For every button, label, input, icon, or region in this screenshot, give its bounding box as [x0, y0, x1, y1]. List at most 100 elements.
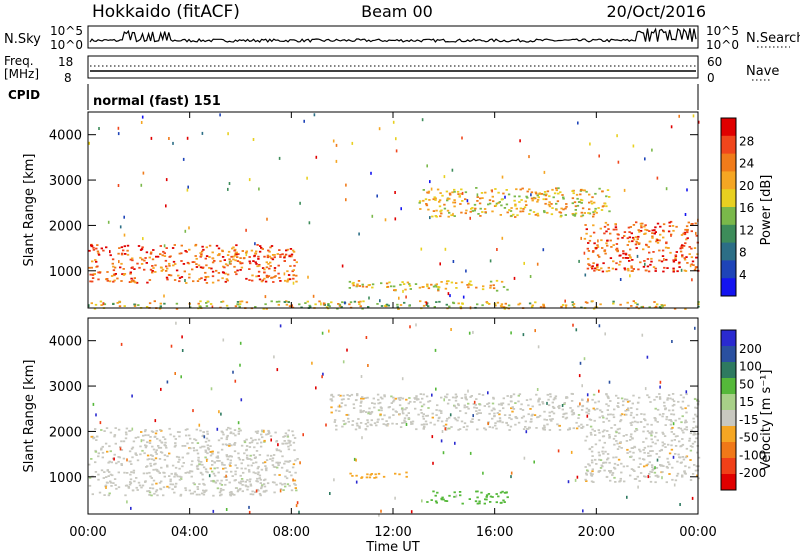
data-cell — [479, 412, 482, 414]
colorbar-swatch — [721, 394, 736, 411]
data-cell — [589, 425, 593, 428]
data-cell — [654, 435, 657, 438]
data-cell — [211, 281, 215, 284]
data-cell — [494, 422, 497, 424]
data-cell — [661, 476, 663, 480]
data-cell — [577, 414, 581, 416]
data-cell — [646, 423, 649, 426]
data-cell — [693, 247, 697, 249]
nsky-label: N.Sky — [4, 32, 41, 47]
data-cell — [692, 417, 695, 420]
x-tick-label: 00:00 — [69, 525, 106, 540]
data-cell — [647, 475, 650, 479]
data-cell — [622, 465, 626, 468]
data-cell — [125, 427, 129, 430]
data-cell — [453, 491, 456, 494]
data-cell — [182, 263, 186, 265]
data-cell — [591, 470, 594, 473]
data-cell — [600, 411, 604, 413]
data-cell — [454, 396, 457, 399]
data-cell — [538, 192, 542, 195]
data-cell — [636, 421, 639, 424]
data-cell — [448, 416, 451, 419]
data-cell — [411, 422, 414, 425]
data-cell — [150, 454, 153, 456]
data-cell — [238, 458, 242, 461]
data-cell — [626, 400, 630, 403]
data-cell — [606, 223, 610, 226]
data-cell — [415, 323, 417, 327]
data-cell — [629, 474, 632, 477]
data-cell — [455, 395, 458, 398]
data-cell — [166, 485, 169, 488]
data-cell — [661, 255, 665, 257]
data-cell — [208, 267, 211, 269]
data-cell — [609, 470, 613, 472]
data-cell — [533, 460, 535, 464]
data-cell — [222, 338, 225, 342]
data-cell — [608, 196, 611, 198]
data-cell — [647, 270, 651, 273]
data-cell — [168, 256, 171, 258]
data-cell — [694, 222, 697, 225]
data-cell — [650, 434, 653, 437]
data-cell — [590, 450, 594, 453]
data-cell — [589, 142, 591, 146]
data-cell — [454, 399, 458, 402]
data-cell — [174, 486, 177, 488]
data-cell — [144, 257, 147, 259]
data-cell — [168, 452, 171, 455]
data-cell — [514, 402, 517, 404]
data-cell — [600, 239, 603, 242]
data-cell — [543, 211, 546, 214]
data-cell — [587, 250, 591, 252]
data-cell — [673, 483, 676, 487]
data-cell — [498, 201, 501, 203]
data-cell — [590, 474, 594, 477]
data-cell — [582, 509, 584, 513]
data-cell — [500, 198, 504, 201]
data-cell — [632, 224, 636, 226]
data-cell — [113, 434, 117, 436]
data-cell — [623, 267, 626, 270]
data-cell — [260, 468, 264, 471]
data-cell — [146, 454, 150, 457]
data-cell — [659, 225, 662, 228]
data-cell — [220, 484, 224, 486]
data-cell — [543, 210, 546, 212]
data-cell — [213, 260, 216, 262]
data-cell — [348, 395, 351, 397]
data-cell — [393, 285, 396, 288]
data-cell — [671, 398, 674, 401]
data-cell — [481, 394, 485, 396]
data-cell — [254, 438, 257, 441]
data-cell — [620, 397, 624, 400]
data-cell — [630, 270, 633, 272]
data-cell — [175, 302, 179, 305]
data-cell — [338, 303, 342, 306]
data-cell — [255, 450, 259, 452]
data-cell — [569, 407, 572, 409]
data-cell — [103, 471, 106, 473]
data-cell — [99, 421, 102, 425]
data-cell — [180, 276, 184, 278]
data-cell — [205, 246, 208, 249]
data-cell — [501, 490, 504, 493]
data-cell — [514, 204, 517, 207]
data-cell — [194, 439, 198, 442]
data-cell — [295, 274, 298, 277]
data-cell — [581, 405, 584, 408]
data-cell — [354, 428, 358, 431]
data-cell — [417, 413, 420, 416]
data-cell — [674, 479, 678, 482]
data-cell — [442, 451, 445, 455]
data-cell — [273, 355, 275, 359]
data-cell — [441, 194, 444, 197]
data-cell — [531, 413, 534, 416]
data-cell — [124, 494, 127, 497]
data-cell — [199, 429, 202, 432]
data-cell — [105, 476, 108, 478]
data-cell — [603, 232, 606, 235]
data-cell — [444, 287, 448, 290]
